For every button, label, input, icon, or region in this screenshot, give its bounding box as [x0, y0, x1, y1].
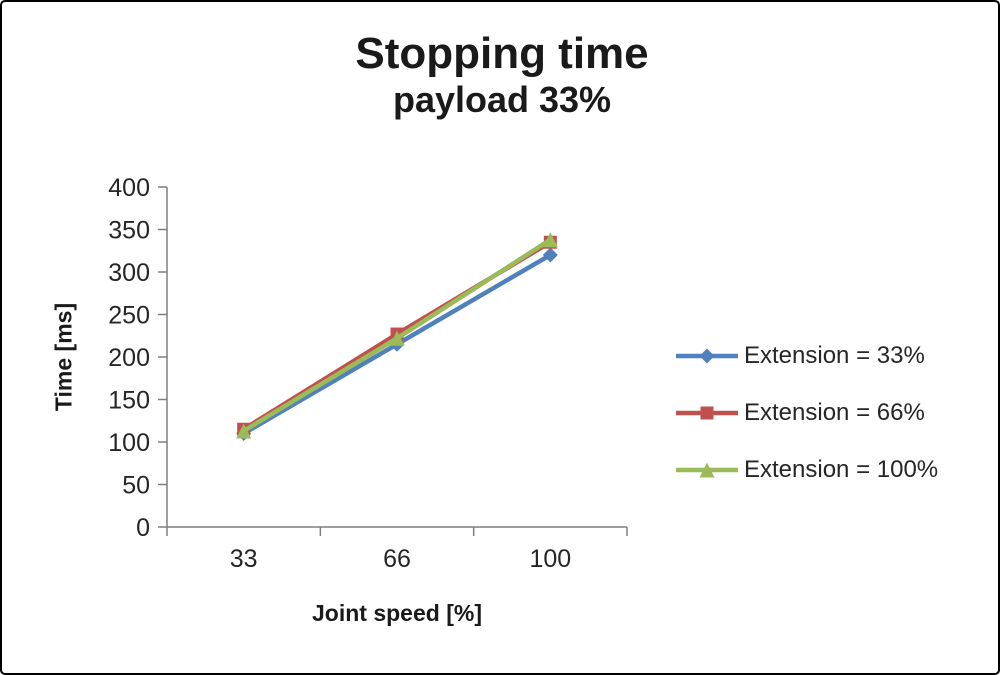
- diamond-marker: [542, 247, 558, 263]
- square-marker: [700, 406, 714, 420]
- y-tick-label: 50: [122, 472, 150, 500]
- y-tick-label: 200: [108, 344, 150, 372]
- x-tick-label: 33: [230, 545, 258, 573]
- legend-label: Extension = 66%: [744, 399, 925, 426]
- y-tick-label: 100: [108, 429, 150, 457]
- x-tick-label: 66: [383, 545, 411, 573]
- triangle-marker: [542, 232, 558, 248]
- legend-swatch: [676, 462, 738, 478]
- legend-swatch: [676, 406, 738, 420]
- diamond-marker: [699, 348, 715, 364]
- legend-label: Extension = 100%: [744, 456, 939, 483]
- y-tick-label: 150: [108, 387, 150, 415]
- legend-swatch: [676, 348, 738, 364]
- legend-label: Extension = 33%: [744, 342, 925, 369]
- y-tick-label: 300: [108, 259, 150, 287]
- legend-item: Extension = 33%: [674, 342, 938, 370]
- chart-title: Stopping time: [355, 29, 649, 78]
- legend: Extension = 33% Extension = 66% Extension …: [674, 342, 938, 513]
- legend-item: Extension = 100%: [674, 456, 938, 484]
- y-tick-label: 0: [136, 514, 150, 542]
- legend-item: Extension = 66%: [674, 399, 938, 427]
- x-axis-title: Joint speed [%]: [312, 600, 482, 626]
- triangle-marker: [699, 462, 715, 478]
- y-axis-title: Time [ms]: [50, 302, 77, 412]
- y-tick-label: 350: [108, 217, 150, 245]
- y-tick-label: 250: [108, 302, 150, 330]
- title-block: Stopping time payload 33%: [2, 29, 998, 122]
- triangle-marker: [236, 423, 252, 439]
- triangle-marker: [389, 330, 405, 346]
- x-tick-label: 100: [529, 545, 571, 573]
- plot-area: 0 50 100 150 200 250 300 350 400 33 66 100: [108, 174, 628, 573]
- chart-subtitle: payload 33%: [392, 79, 612, 121]
- y-tick-label: 400: [108, 174, 150, 202]
